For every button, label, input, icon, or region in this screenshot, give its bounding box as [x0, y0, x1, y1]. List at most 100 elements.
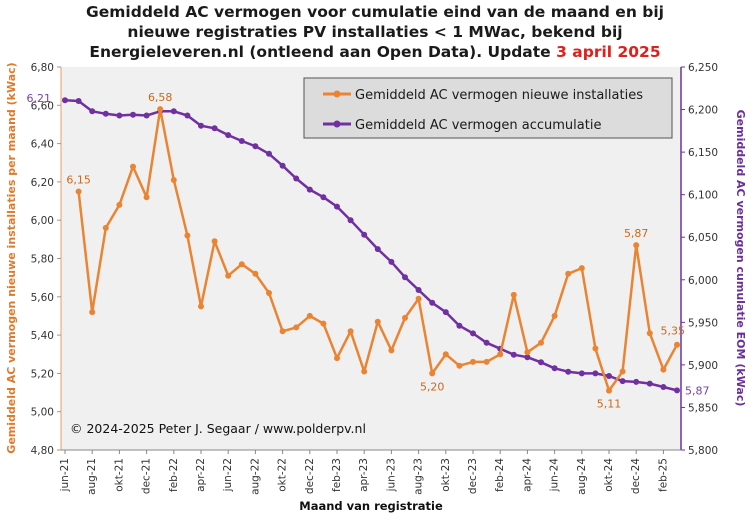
nieuwe-point [157, 106, 164, 113]
accumulatie-point [320, 194, 327, 201]
nieuwe-point [170, 177, 177, 183]
accumulatie-point [660, 384, 667, 390]
accumulatie-point [361, 231, 368, 238]
accumulatie-line [64, 98, 678, 392]
nieuwe-point [415, 295, 422, 302]
legend-box [303, 77, 673, 139]
copyright-text: © 2024-2025 Peter J. Segaar / www.polder… [70, 421, 366, 436]
x-tick-label: jun-21 [59, 458, 71, 492]
y-right-tick-label: 6,150 [688, 147, 718, 159]
accumulatie-point [429, 299, 436, 306]
y-right-tick-label: 5,850 [688, 402, 718, 414]
x-tick-label: apr-23 [358, 458, 370, 492]
nieuwe-point [483, 358, 490, 365]
accumulatie-point [347, 217, 354, 224]
accumulatie-point [334, 203, 340, 210]
accumulatie-point [252, 143, 259, 150]
accumulatie-point [456, 322, 463, 329]
accumulatie-point [442, 309, 449, 316]
data-label: 6,15 [66, 173, 91, 186]
x-tick-label: feb-24 [494, 458, 506, 492]
accumulatie-point [279, 162, 286, 169]
x-tick-label: jun-24 [549, 458, 561, 493]
title-line-3-prefix: Energieleveren.nl (ontleend aan Open Dat… [89, 43, 556, 61]
x-tick-label: apr-22 [195, 458, 207, 492]
accumulatie-point [102, 110, 109, 117]
x-tick-label: dec-22 [304, 458, 316, 494]
accumulatie-point [374, 246, 381, 253]
x-tick-label: feb-22 [168, 458, 180, 492]
nieuwe-point [674, 341, 680, 348]
nieuwe-point [252, 270, 259, 277]
accumulatie-point [510, 351, 517, 358]
accumulatie-point [470, 330, 476, 337]
accumulatie-point [538, 359, 544, 366]
nieuwe-point [388, 347, 395, 354]
accumulatie-point [524, 354, 531, 361]
nieuwe-point [238, 261, 245, 268]
x-tick-label: dec-23 [467, 458, 479, 494]
nieuwe-point [211, 238, 218, 245]
accumulatie-point [402, 274, 408, 281]
title-line-2: nieuwe registraties PV installaties < 1 … [127, 23, 622, 41]
y-left-tick-label: 5,80 [31, 254, 54, 266]
nieuwe-point [497, 351, 504, 358]
nieuwe-point [551, 312, 558, 319]
nieuwe-point [374, 318, 381, 325]
y-left-tick-label: 6,00 [31, 215, 54, 227]
nieuwe-point [184, 232, 191, 239]
nieuwe-point [320, 320, 327, 327]
x-tick-label: okt-24 [603, 458, 615, 492]
y-right-tick-label: 5,900 [688, 360, 718, 372]
data-label: 6,21 [27, 92, 52, 105]
title-line-1: Gemiddeld AC vermogen voor cumulatie ein… [86, 3, 664, 21]
accumulatie-point [198, 122, 204, 129]
title-line-3: Energieleveren.nl (ontleend aan Open Dat… [89, 43, 660, 61]
y-right-tick-label: 6,000 [688, 275, 718, 287]
x-tick-label: jun-23 [385, 458, 397, 492]
x-tick-label: feb-23 [331, 458, 343, 492]
nieuwe-point [306, 312, 313, 319]
y-axis-left-label: Gemiddeld AC vermogen nieuwe installatie… [5, 62, 18, 453]
data-label: 5,87 [624, 227, 649, 240]
accumulatie-point [578, 370, 585, 377]
y-right-tick-label: 6,200 [688, 105, 718, 117]
data-label: 5,87 [685, 384, 710, 397]
x-tick-label: aug-24 [576, 458, 588, 495]
nieuwe-point [225, 272, 232, 279]
accumulatie-point [143, 112, 150, 119]
accumulatie-point [388, 258, 395, 265]
legend-marker-accumulatie [333, 120, 341, 128]
accumulatie-point [62, 97, 68, 104]
nieuwe-point [660, 366, 667, 373]
y-left-tick-label: 6,40 [31, 139, 54, 151]
series-accumulatie [62, 97, 680, 394]
nieuwe-point [646, 330, 653, 337]
nieuwe-point [102, 224, 109, 231]
nieuwe-point [130, 163, 136, 170]
x-axis-ticks: jun-21 aug-21 okt-21 dec-21 feb-22 apr-22 jun-… [59, 450, 669, 495]
nieuwe-point [266, 290, 272, 296]
accumulatie-point [606, 373, 612, 379]
nieuwe-point [198, 303, 204, 310]
legend-item-nieuwe: Gemiddeld AC vermogen nieuwe installatie… [323, 88, 643, 103]
data-annotations: 6,15 6,58 5,20 5,11 5,87 5,35 6,21 5,87 [27, 91, 710, 411]
accumulatie-point [619, 378, 626, 385]
nieuwe-point [538, 339, 544, 346]
right-axis-ticks: 5,800 5,850 5,900 5,950 6,000 6,050 6,100 6,150… [681, 62, 718, 457]
accumulatie-point [415, 287, 422, 293]
chart-title: Gemiddeld AC vermogen voor cumulatie ein… [86, 3, 664, 61]
accumulatie-point [184, 112, 191, 119]
x-tick-label: aug-22 [249, 458, 261, 495]
nieuwe-point [293, 324, 300, 331]
accumulatie-point [646, 380, 653, 387]
x-tick-label: feb-25 [657, 458, 669, 492]
nieuwe-point [143, 194, 150, 201]
nieuwe-point [510, 291, 517, 298]
nieuwe-point [334, 355, 340, 362]
series-nieuwe-installaties [75, 106, 680, 394]
x-tick-label: dec-21 [141, 458, 153, 494]
accumulatie-point [116, 112, 123, 119]
nieuwe-point [442, 351, 449, 358]
nieuwe-point [524, 349, 531, 356]
